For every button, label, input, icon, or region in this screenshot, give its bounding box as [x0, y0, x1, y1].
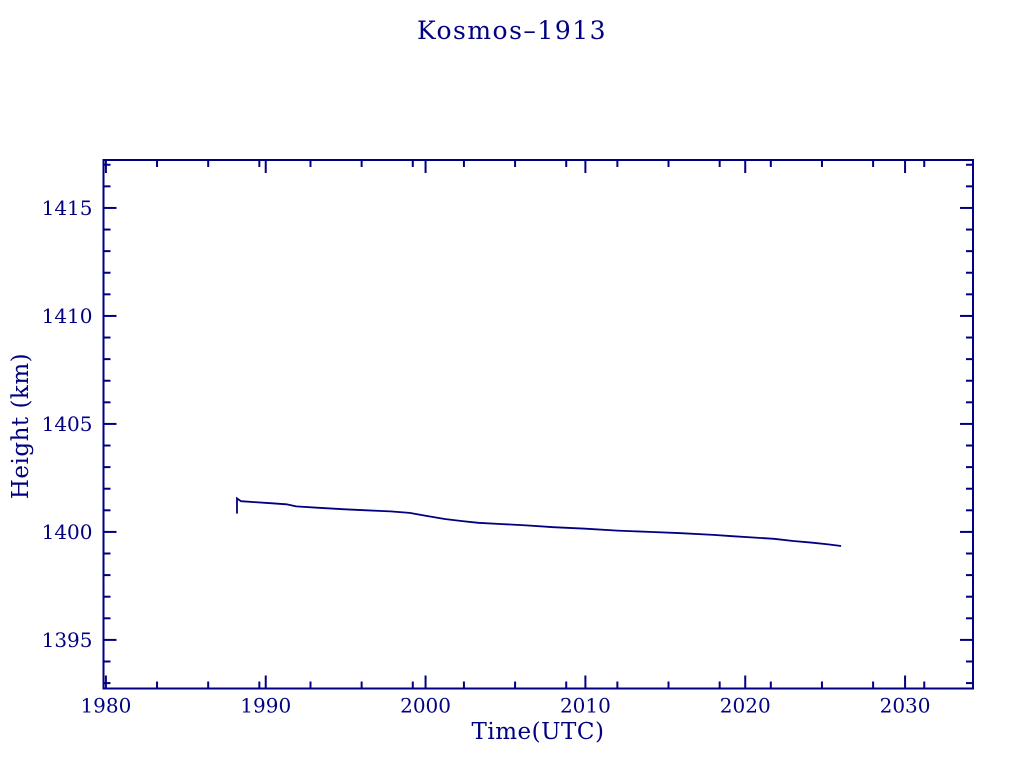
x-tick-label: 2010 [560, 694, 611, 718]
y-tick-label: 1395 [42, 628, 93, 652]
y-tick-label: 1410 [42, 304, 93, 328]
x-tick-label: 2000 [400, 694, 451, 718]
y-tick-label: 1415 [42, 196, 93, 220]
x-tick-label: 2030 [880, 694, 931, 718]
x-tick-label: 2020 [720, 694, 771, 718]
plot-border [102, 159, 974, 690]
x-tick-label: 1990 [240, 694, 291, 718]
x-tick-label: 1980 [80, 694, 131, 718]
data-line [236, 496, 842, 547]
y-tick-label: 1400 [42, 520, 93, 544]
y-tick-label: 1405 [42, 412, 93, 436]
chart-title: Kosmos–1913 [416, 16, 608, 45]
x-axis-label: Time(UTC) [471, 719, 605, 745]
